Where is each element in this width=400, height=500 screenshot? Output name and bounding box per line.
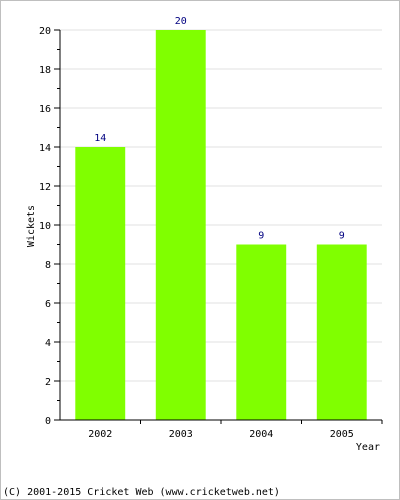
y-tick-label-8: 8 xyxy=(45,260,51,271)
x-tick-2005: 2005 xyxy=(330,429,354,440)
y-axis-label: Wickets xyxy=(26,205,37,247)
y-tick-label-6: 6 xyxy=(45,299,51,310)
y-tick-label-18: 18 xyxy=(39,65,51,76)
bar-group xyxy=(75,30,367,420)
x-axis-label: Year xyxy=(356,442,380,453)
x-tick-2004: 2004 xyxy=(249,429,273,440)
y-ticks: 0 2 4 6 8 10 12 14 16 18 20 xyxy=(39,26,60,427)
y-tick-label-4: 4 xyxy=(45,338,51,349)
data-label-2004: 9 xyxy=(258,231,264,242)
y-tick-label-20: 20 xyxy=(39,26,51,37)
data-labels: 14 20 9 9 xyxy=(94,16,345,242)
footer-credit: (C) 2001-2015 Cricket Web (www.cricketwe… xyxy=(3,487,280,498)
y-tick-label-16: 16 xyxy=(39,104,51,115)
data-label-2005: 9 xyxy=(339,231,345,242)
x-tick-2003: 2003 xyxy=(169,429,193,440)
y-tick-label-0: 0 xyxy=(45,416,51,427)
y-tick-label-12: 12 xyxy=(39,182,51,193)
data-label-2002: 14 xyxy=(94,133,106,144)
data-label-2003: 20 xyxy=(175,16,187,27)
y-tick-label-2: 2 xyxy=(45,377,51,388)
bar-2002 xyxy=(75,147,126,420)
bar-2005 xyxy=(316,244,367,420)
x-ticks: 2002 2003 2004 2005 xyxy=(88,420,383,440)
bar-2003 xyxy=(155,30,206,420)
y-tick-label-14: 14 xyxy=(39,143,51,154)
x-tick-2002: 2002 xyxy=(88,429,112,440)
bar-2004 xyxy=(236,244,287,420)
y-tick-label-10: 10 xyxy=(39,221,51,232)
